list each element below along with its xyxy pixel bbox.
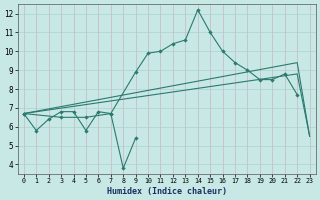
X-axis label: Humidex (Indice chaleur): Humidex (Indice chaleur)	[107, 187, 227, 196]
